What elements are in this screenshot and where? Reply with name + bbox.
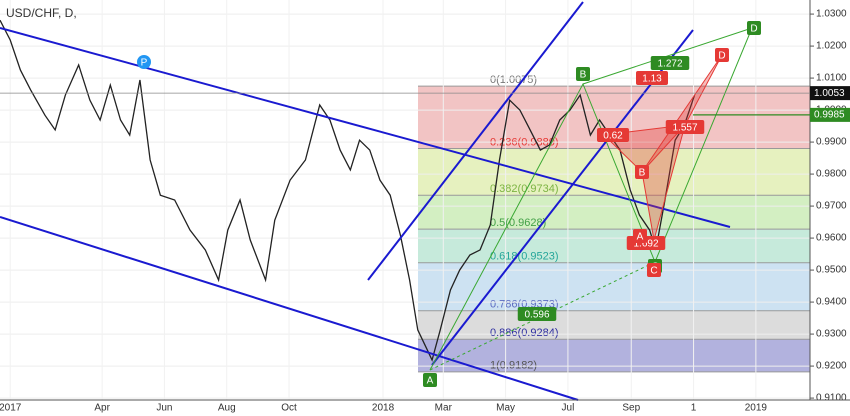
y-tick-label: 1.0100 xyxy=(816,73,847,84)
annotation-badge xyxy=(647,263,661,277)
x-tick-label: Oct xyxy=(281,403,297,414)
x-tick-label: Mar xyxy=(435,403,453,414)
annotation-label: A xyxy=(637,232,644,243)
x-tick-label: Apr xyxy=(94,403,110,414)
trend-line xyxy=(0,216,579,401)
annotation-label: 0.596 xyxy=(524,310,549,321)
annotation-label: 1.692 xyxy=(633,239,658,250)
price-line xyxy=(0,19,696,362)
y-tick-label: 0.9800 xyxy=(816,169,847,180)
annotation-badge xyxy=(597,128,629,142)
y-tick-label: 1.0300 xyxy=(816,9,847,20)
price-tag xyxy=(810,107,850,122)
x-tick-label: Sep xyxy=(622,403,640,414)
annotation-label: C xyxy=(650,266,657,277)
annotation-badge xyxy=(137,55,151,69)
price-tag-label: 0.9985 xyxy=(814,110,845,121)
annotation-badge xyxy=(747,21,761,35)
x-tick-label: Jun xyxy=(156,403,172,414)
trend-lines xyxy=(0,1,731,401)
fib-label: 0(1.0075) xyxy=(490,74,537,86)
x-tick-label: 2018 xyxy=(372,403,395,414)
grid xyxy=(0,0,810,400)
y-tick-label: 0.9400 xyxy=(816,297,847,308)
fib-band xyxy=(418,148,810,196)
price-series xyxy=(0,19,696,362)
pattern-line xyxy=(429,27,753,371)
annotation-label: A xyxy=(427,376,434,387)
annotation-label: 0.62 xyxy=(603,131,623,142)
annotation-badge xyxy=(665,120,705,134)
chart-title: USD/CHF, D, xyxy=(6,6,77,20)
trend-line xyxy=(0,27,731,228)
fib-retracement: 0(1.0075)0.236(0.9880)0.382(0.9734)0.5(0… xyxy=(418,74,810,373)
x-tick-label: Jul xyxy=(562,403,575,414)
y-tick-label: 0.9700 xyxy=(816,201,847,212)
x-tick-label: 2017 xyxy=(0,403,22,414)
annotation-label: B xyxy=(639,168,646,179)
annotation-badge xyxy=(423,373,437,387)
annotation-badge xyxy=(576,67,590,81)
annotation-badge xyxy=(517,307,557,321)
price-tag-label: 1.0053 xyxy=(814,88,845,99)
annotation-badge xyxy=(633,229,647,243)
trend-line xyxy=(431,29,694,366)
fib-label: 0.886(0.9284) xyxy=(490,327,559,339)
trend-line xyxy=(367,1,584,281)
y-tick-label: 1.0200 xyxy=(816,41,847,52)
y-tick-label: 0.9500 xyxy=(816,265,847,276)
x-tick-label: 1 xyxy=(691,403,697,414)
fib-label: 0.382(0.9734) xyxy=(490,183,559,195)
price-tag xyxy=(810,86,850,101)
annotation-label: 1.13 xyxy=(642,74,662,85)
fib-band xyxy=(418,229,810,263)
fib-label: 0.618(0.9523) xyxy=(490,251,559,263)
x-tick-label: Aug xyxy=(218,403,236,414)
annotation-badge xyxy=(635,165,649,179)
y-tick-label: 0.9200 xyxy=(816,361,847,372)
y-tick-label: 0.9100 xyxy=(816,393,847,404)
fib-band xyxy=(418,310,810,340)
x-tick-label: May xyxy=(496,403,515,414)
fib-band xyxy=(418,195,810,230)
annotation-badge xyxy=(715,48,729,62)
annotation-label: 1.557 xyxy=(672,123,697,134)
y-tick-label: 0.9900 xyxy=(816,137,847,148)
x-tick-label: 2019 xyxy=(745,403,768,414)
y-tick-label: 0.9600 xyxy=(816,233,847,244)
annotation-badge xyxy=(636,71,668,85)
annotation-badge xyxy=(650,56,690,70)
annotation-label: P xyxy=(141,58,148,69)
fib-label: 0.5(0.9628) xyxy=(490,217,546,229)
y-tick-label: 0.9300 xyxy=(816,329,847,340)
annotation-label: D xyxy=(750,24,757,35)
annotation-label: 1.272 xyxy=(657,59,682,70)
annotation-label: D xyxy=(718,51,725,62)
annotation-label: B xyxy=(580,70,587,81)
